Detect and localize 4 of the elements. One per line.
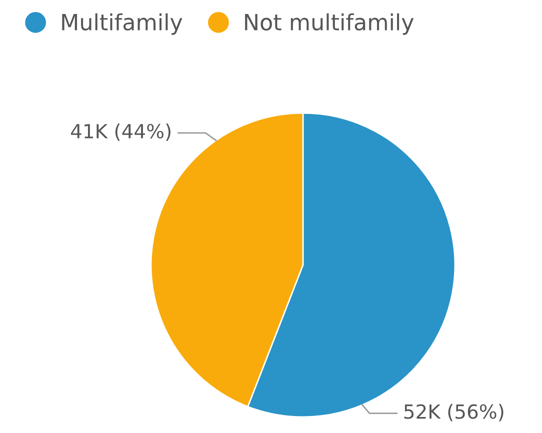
data-label: 41K (44%) — [71, 124, 170, 141]
legend-label: Not multifamily — [245, 13, 414, 35]
legend-label: Multifamily — [62, 13, 182, 35]
data-label: 52K (56%) — [404, 404, 504, 422]
